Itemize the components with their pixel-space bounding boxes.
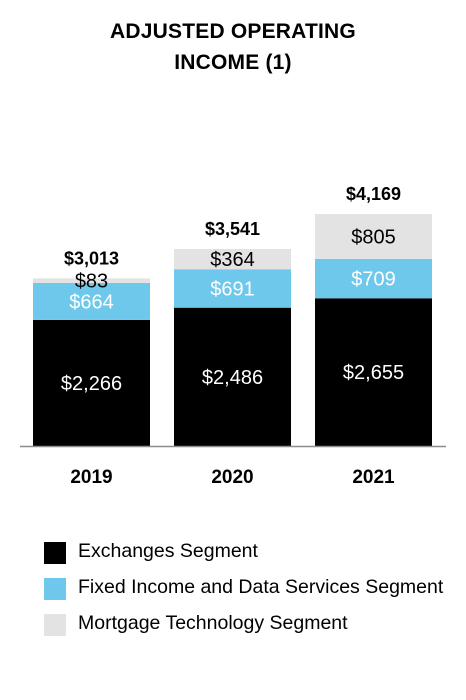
legend-label-exchanges: Exchanges Segment xyxy=(78,540,258,562)
bar-2021-exchanges-segment xyxy=(315,298,432,446)
legend-swatch-exchanges xyxy=(44,542,66,564)
total-label-2021: $4,169 xyxy=(346,184,401,204)
legend-swatch-fixed-income xyxy=(44,578,66,600)
chart-legend: Exchanges Segment Fixed Income and Data … xyxy=(44,538,454,646)
legend-swatch-mortgage xyxy=(44,614,66,636)
x-tick-label-2020: 2020 xyxy=(211,467,253,488)
total-label-2020: $3,541 xyxy=(205,219,260,239)
legend-item-exchanges: Exchanges Segment xyxy=(44,538,454,564)
legend-item-mortgage: Mortgage Technology Segment xyxy=(44,610,454,636)
data-label-2019-mortgage-technology-segment: $83 xyxy=(75,271,108,293)
bar-2020-mortgage-technology-segment xyxy=(174,248,291,270)
chart-title: ADJUSTED OPERATING INCOME (1) xyxy=(0,16,466,78)
legend-label-fixed-income: Fixed Income and Data Services Segment xyxy=(78,576,444,598)
total-label-2019: $3,013 xyxy=(64,248,119,268)
stacked-bar-chart: $2,266 $664$83 $3,013 2019 $2,486 $691 $364 $3,… xyxy=(20,184,446,488)
bar-2019-exchanges-segment xyxy=(33,319,150,446)
data-label-2020-fixed-income-and-data-services-segment: $691 xyxy=(210,278,255,300)
chart-title-line-2: INCOME (1) xyxy=(174,51,292,74)
bar-2020-exchanges-segment xyxy=(174,307,291,446)
bar-2021-mortgage-technology-segment xyxy=(315,214,432,259)
data-label-2021-fixed-income-and-data-services-segment: $709 xyxy=(351,269,396,291)
bar-2020-fixed-income-and-data-services-segment xyxy=(174,269,291,308)
data-label-2021-mortgage-technology-segment: $805 xyxy=(351,226,396,248)
bar-2019-mortgage-technology-segment xyxy=(33,278,150,283)
chart-title-line-1: ADJUSTED OPERATING xyxy=(110,20,356,43)
legend-item-fixed-income: Fixed Income and Data Services Segment xyxy=(44,574,454,600)
legend-label-mortgage: Mortgage Technology Segment xyxy=(78,612,348,634)
bar-2019-fixed-income-and-data-services-segment xyxy=(33,282,150,320)
x-tick-label-2019: 2019 xyxy=(70,467,112,488)
x-tick-label-2021: 2021 xyxy=(352,467,395,488)
data-label-2021-exchanges-segment: $2,655 xyxy=(343,362,404,384)
data-label-2019-exchanges-segment: $2,266 xyxy=(61,373,122,395)
data-label-2020-exchanges-segment: $2,486 xyxy=(202,367,263,389)
bar-2021-fixed-income-and-data-services-segment xyxy=(315,258,432,299)
data-label-2020-mortgage-technology-segment: $364 xyxy=(210,249,255,271)
data-label-2019-fixed-income-and-data-services-segment: $664 xyxy=(69,291,114,313)
